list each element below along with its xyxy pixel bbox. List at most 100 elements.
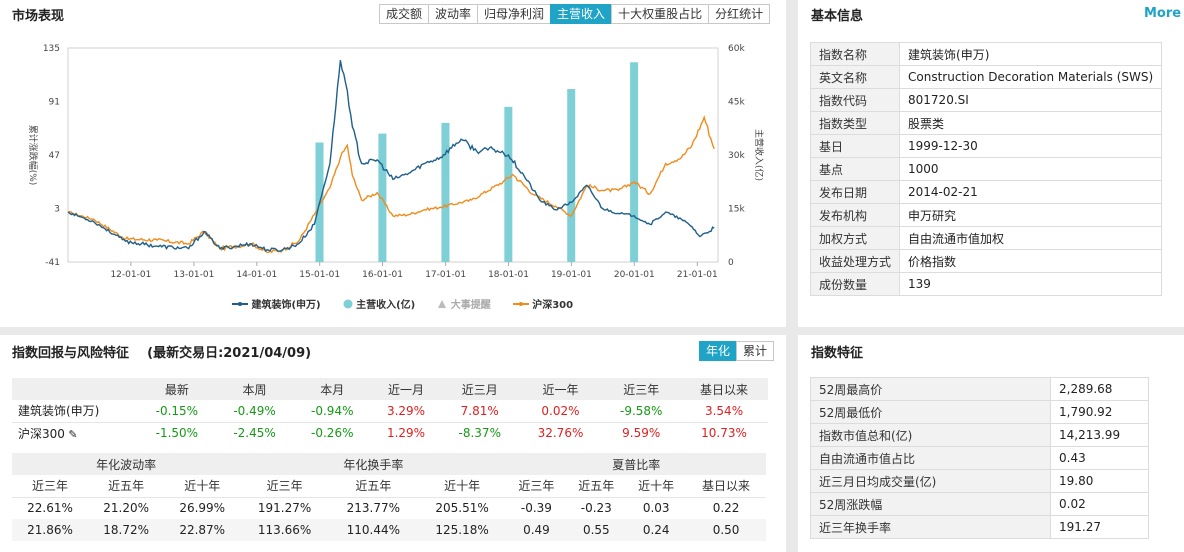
feature-key: 指数市值总和(亿) bbox=[810, 423, 1051, 447]
market-chart: 135 91 47 3 -41 60k 45k 30k 15k 0 累计涨跌幅(%) 主营收入(亿) 1… bbox=[27, 44, 765, 280]
basic-info-row: 基点 1000 bbox=[809, 157, 1163, 181]
risk-sub-header: 近十年 bbox=[417, 475, 507, 498]
feature-row: 自由流通市值占比 0.43 bbox=[810, 446, 1149, 470]
risk-row: 22.61% 21.20% 26.99% 191.27% 213.77% 205.51% -… bbox=[12, 497, 766, 519]
legend-events[interactable]: 大事提醒 bbox=[437, 296, 491, 311]
tab-turnover[interactable]: 成交额 bbox=[379, 4, 430, 24]
basic-info-value: 139 bbox=[899, 272, 1163, 296]
basic-info-value: Construction Decoration Materials (SWS) bbox=[899, 65, 1163, 89]
feature-key: 52周最高价 bbox=[810, 377, 1051, 401]
basic-info-value: 申万研究 bbox=[899, 203, 1163, 227]
risk-sub-header: 基日以来 bbox=[686, 475, 766, 498]
x-tick-label: 14-01-01 bbox=[236, 270, 277, 280]
feature-row: 指数市值总和(亿) 14,213.99 bbox=[810, 423, 1149, 447]
revenue-bar[interactable] bbox=[504, 106, 513, 262]
toggle-annualized[interactable]: 年化 bbox=[699, 341, 738, 361]
index-features-panel: 指数特征 52周最高价 2,289.68 52周最低价 1,790.92 指数市值总和(… bbox=[798, 335, 1184, 552]
basic-info-value: 股票类 bbox=[899, 111, 1163, 135]
tab-net-profit[interactable]: 归母净利润 bbox=[477, 4, 552, 24]
risk-sub-header: 近五年 bbox=[566, 475, 627, 498]
chart-legend: 建筑装饰(申万) 主营收入(亿) 大事提醒 沪深300 bbox=[232, 296, 595, 311]
tab-volatility[interactable]: 波动率 bbox=[428, 4, 479, 24]
return-value: 9.59% bbox=[622, 426, 661, 441]
basic-info-row: 发布机构 申万研究 bbox=[809, 203, 1163, 227]
market-title: 市场表现 bbox=[12, 9, 65, 24]
revenue-bar[interactable] bbox=[441, 122, 450, 263]
legend-index[interactable]: 建筑装饰(申万) bbox=[232, 296, 321, 311]
more-link[interactable]: More bbox=[1144, 6, 1182, 21]
basic-info-key: 指数类型 bbox=[809, 111, 901, 135]
return-value: 0.02% bbox=[541, 403, 580, 418]
basic-info-value: 1999-12-30 bbox=[899, 134, 1163, 158]
basic-info-title: 基本信息 bbox=[811, 9, 864, 24]
feature-value: 19.80 bbox=[1050, 469, 1149, 493]
revenue-bar[interactable] bbox=[630, 62, 639, 263]
risk-value: 22.87% bbox=[179, 523, 226, 537]
feature-key: 近三年换手率 bbox=[810, 515, 1051, 539]
returns-header: 近一月 bbox=[371, 378, 441, 400]
return-mode-toggle: 年化 累计 bbox=[699, 341, 775, 361]
returns-corner bbox=[12, 378, 138, 400]
basic-info-value: 建筑装饰(申万) bbox=[899, 42, 1163, 66]
risk-value: -0.23 bbox=[580, 501, 612, 516]
return-value: 7.81% bbox=[460, 403, 499, 418]
y-left-tick: 91 bbox=[49, 98, 60, 108]
risk-value: 0.03 bbox=[642, 501, 670, 516]
tab-top10-weight[interactable]: 十大权重股占比 bbox=[611, 4, 710, 24]
feature-value: 0.02 bbox=[1050, 492, 1149, 516]
feature-row: 近三年换手率 191.27 bbox=[810, 515, 1149, 539]
risk-value: 191.27% bbox=[257, 501, 312, 516]
tab-main-revenue[interactable]: 主营收入 bbox=[550, 4, 613, 24]
returns-row: 沪深300 ✎ -1.50% -2.45% -0.26% 1.29% -8.37% 32.7… bbox=[12, 422, 768, 444]
returns-row-name: 建筑装饰(申万) bbox=[12, 400, 138, 422]
x-tick-label: 15-01-01 bbox=[299, 270, 340, 280]
risk-sub-header: 近十年 bbox=[164, 475, 241, 498]
feature-value: 0.43 bbox=[1050, 446, 1149, 470]
returns-header: 近一年 bbox=[518, 378, 603, 400]
revenue-bar[interactable] bbox=[567, 89, 576, 263]
index-line bbox=[67, 60, 715, 252]
returns-header: 近三月 bbox=[440, 378, 519, 400]
basic-info-key: 基点 bbox=[809, 157, 901, 181]
risk-sub-header: 近五年 bbox=[88, 475, 165, 498]
basic-info-row: 指数名称 建筑装饰(申万) bbox=[809, 42, 1163, 66]
risk-group-header: 夏普比率 bbox=[506, 453, 766, 475]
return-value: 1.29% bbox=[386, 426, 426, 441]
x-tick-label: 12-01-01 bbox=[110, 270, 151, 280]
y-left-tick: -41 bbox=[45, 258, 60, 268]
y-right-label: 主营收入(亿) bbox=[753, 129, 765, 181]
x-tick-label: 16-01-01 bbox=[362, 270, 403, 280]
y-right-tick: 15k bbox=[728, 205, 745, 215]
basic-info-row: 基日 1999-12-30 bbox=[809, 134, 1163, 158]
x-tick-label: 13-01-01 bbox=[174, 270, 215, 280]
x-tick-label: 20-01-01 bbox=[614, 270, 655, 280]
risk-value: 0.50 bbox=[712, 523, 740, 537]
return-value: 3.54% bbox=[704, 403, 744, 418]
return-value: -9.58% bbox=[619, 403, 663, 418]
risk-sub-header: 近五年 bbox=[328, 475, 418, 498]
toggle-cumulative[interactable]: 累计 bbox=[736, 341, 775, 361]
basic-info-key: 收益处理方式 bbox=[809, 249, 901, 273]
feature-key: 52周最低价 bbox=[810, 400, 1051, 424]
returns-title: 指数回报与风险特征 (最新交易日:2021/04/09) bbox=[12, 342, 311, 361]
risk-row: 21.86% 18.72% 22.87% 113.66% 110.44% 125.18% 0… bbox=[12, 519, 766, 541]
basic-info-key: 英文名称 bbox=[809, 65, 901, 89]
basic-info-row: 发布日期 2014-02-21 bbox=[809, 180, 1163, 204]
edit-icon[interactable]: ✎ bbox=[64, 427, 78, 441]
legend-index-label: 建筑装饰(申万) bbox=[251, 300, 321, 311]
basic-info-row: 加权方式 自由流通市值加权 bbox=[809, 226, 1163, 250]
y-left-label: 累计涨跌幅(%) bbox=[27, 125, 39, 186]
risk-value: 26.99% bbox=[179, 501, 226, 516]
tab-dividend[interactable]: 分红统计 bbox=[708, 4, 771, 24]
risk-value: 0.55 bbox=[582, 523, 610, 537]
return-value: -0.49% bbox=[233, 403, 276, 418]
index-features-table: 52周最高价 2,289.68 52周最低价 1,790.92 指数市值总和(亿) 14,… bbox=[810, 377, 1149, 539]
risk-sub-header: 近三年 bbox=[506, 475, 567, 498]
legend-revenue[interactable]: 主营收入(亿) bbox=[343, 296, 415, 311]
returns-panel: 指数回报与风险特征 (最新交易日:2021/04/09) 年化 累计 最新 本周本… bbox=[0, 335, 786, 552]
legend-hs300[interactable]: 沪深300 bbox=[512, 296, 573, 311]
basic-info-key: 成份数量 bbox=[809, 272, 901, 296]
basic-info-value: 价格指数 bbox=[899, 249, 1163, 273]
feature-key: 52周涨跌幅 bbox=[810, 492, 1051, 516]
returns-header: 近三年 bbox=[602, 378, 681, 400]
